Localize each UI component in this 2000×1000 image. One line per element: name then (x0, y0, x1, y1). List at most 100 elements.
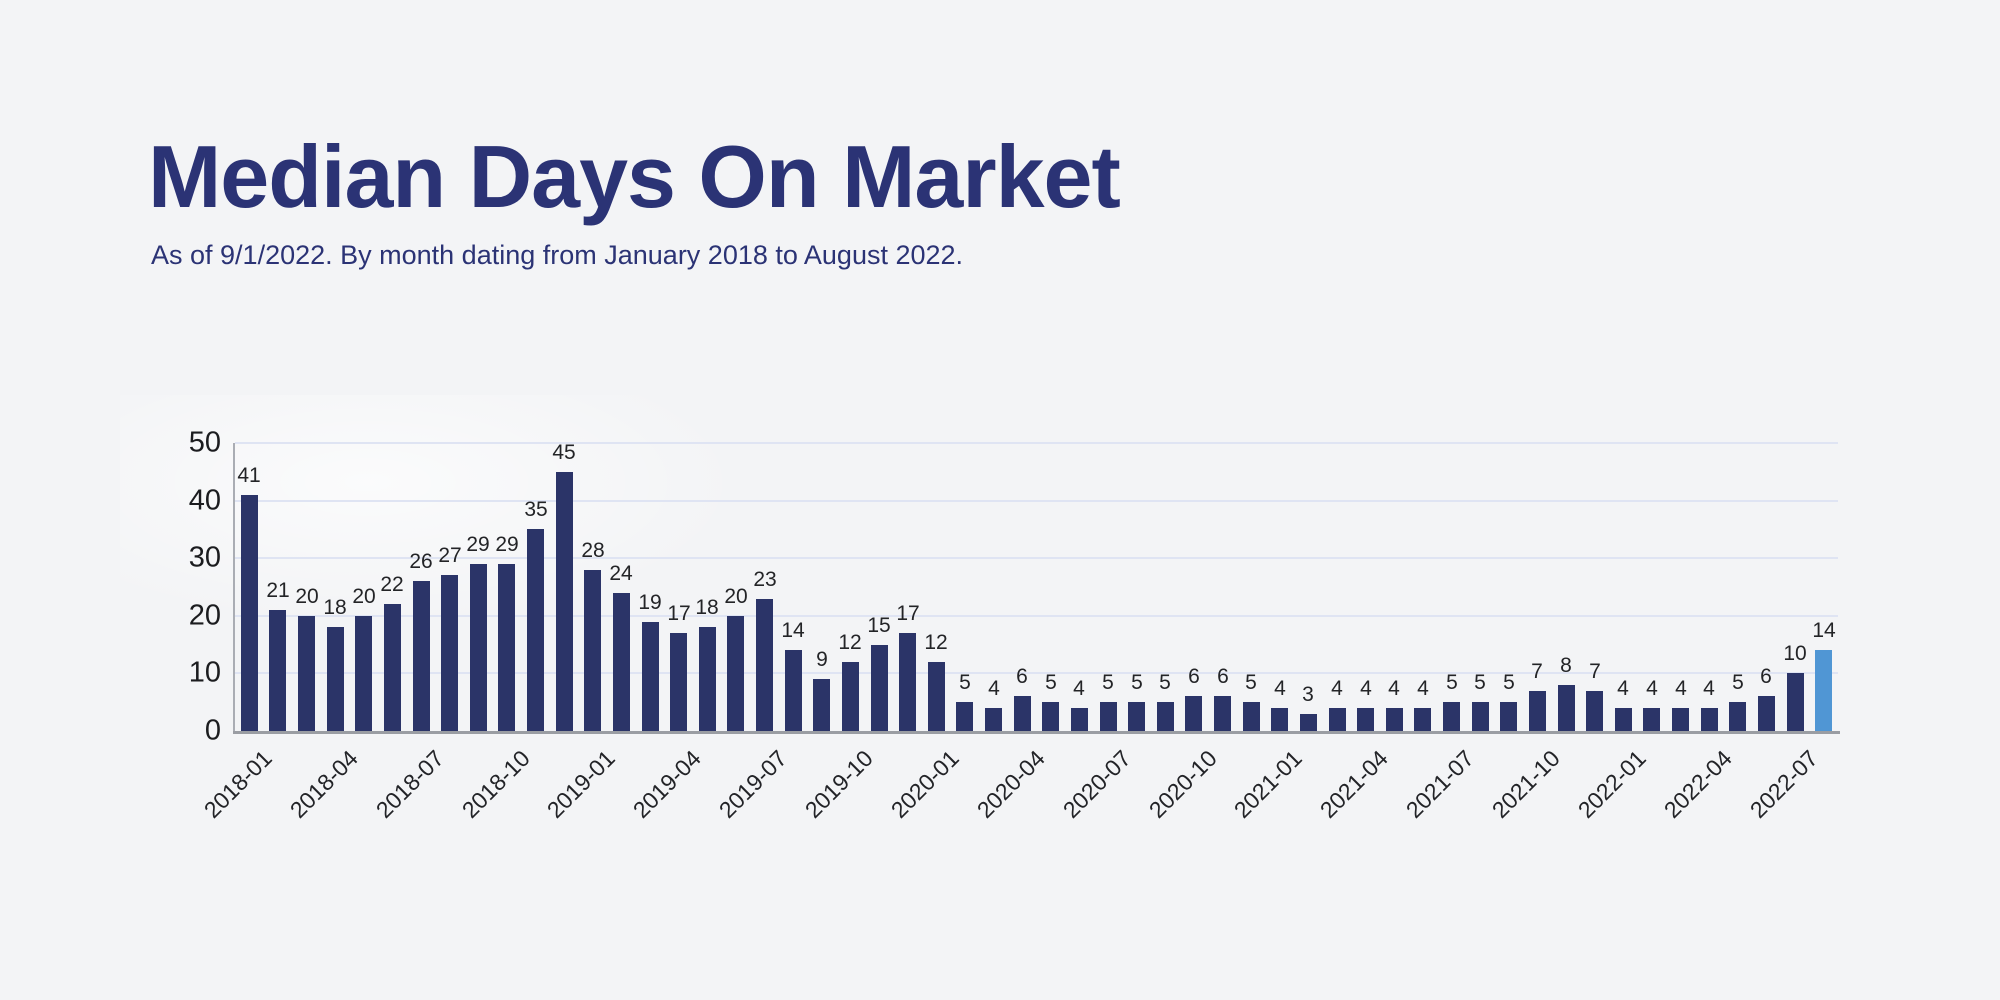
bar-2019-10 (842, 662, 859, 731)
bar-2019-06 (727, 616, 744, 731)
bar-2020-05 (1042, 702, 1059, 731)
bar-value-label-2020-03: 4 (988, 677, 1000, 700)
x-tick-label-2021-01: 2021-01 (1229, 745, 1308, 824)
bar-2019-07 (756, 599, 773, 731)
bar-value-label-2018-02: 21 (266, 579, 290, 602)
bar-value-label-2021-09: 5 (1503, 671, 1515, 694)
bar-2021-12 (1586, 691, 1603, 731)
bar-value-label-2019-07: 23 (753, 568, 777, 591)
bar-2020-10 (1185, 696, 1202, 731)
bar-2020-07 (1100, 702, 1117, 731)
x-tick-label-2020-04: 2020-04 (971, 745, 1050, 824)
bar-2019-09 (813, 679, 830, 731)
bar-2021-01 (1271, 708, 1288, 731)
x-tick-label-2018-01: 2018-01 (198, 745, 277, 824)
bar-2020-04 (1014, 696, 1031, 731)
bar-2020-09 (1157, 702, 1174, 731)
bar-value-label-2018-10: 29 (495, 533, 519, 556)
chart-subtitle: As of 9/1/2022. By month dating from Jan… (151, 240, 964, 270)
bar-value-label-2018-05: 20 (352, 585, 376, 608)
bar-2020-02 (956, 702, 973, 731)
bar-value-label-2019-11: 15 (867, 614, 891, 637)
bar-value-label-2018-11: 35 (524, 498, 548, 521)
bar-value-label-2020-05: 5 (1045, 671, 1057, 694)
bar-value-label-2021-03: 4 (1331, 677, 1343, 700)
bar-2019-04 (670, 633, 687, 731)
bar-value-label-2020-12: 5 (1245, 671, 1257, 694)
bar-value-label-2019-05: 18 (695, 596, 719, 619)
x-tick-label-2020-01: 2020-01 (885, 745, 964, 824)
bar-value-label-2021-11: 8 (1560, 654, 1572, 677)
bar-value-label-2022-03: 4 (1675, 677, 1687, 700)
bar-value-label-2021-04: 4 (1360, 677, 1372, 700)
bar-value-label-2022-07: 10 (1783, 642, 1807, 665)
bar-value-label-2021-07: 5 (1446, 671, 1458, 694)
bar-2018-06 (384, 604, 401, 731)
bar-value-label-2022-05: 5 (1732, 671, 1744, 694)
bar-value-label-2020-11: 6 (1217, 665, 1229, 688)
bar-value-label-2018-12: 45 (552, 441, 576, 464)
bar-value-label-2021-05: 4 (1388, 677, 1400, 700)
x-tick-label-2021-07: 2021-07 (1400, 745, 1479, 824)
bar-2021-04 (1357, 708, 1374, 731)
bar-2021-02 (1300, 714, 1317, 731)
bar-2019-02 (613, 593, 630, 731)
y-tick-label-50: 50 (188, 426, 221, 459)
bar-2019-05 (699, 627, 716, 731)
bar-value-label-2019-02: 24 (609, 562, 633, 585)
bar-value-label-2018-09: 29 (466, 533, 490, 556)
y-tick-label-30: 30 (188, 541, 221, 574)
bar-value-label-2018-01: 41 (237, 464, 261, 487)
x-tick-label-2020-10: 2020-10 (1143, 745, 1222, 824)
y-tick-label-10: 10 (188, 656, 221, 689)
x-tick-label-2018-04: 2018-04 (284, 745, 363, 824)
bar-2020-11 (1214, 696, 1231, 731)
bar-2018-03 (298, 616, 315, 731)
x-tick-label-2022-04: 2022-04 (1658, 745, 1737, 824)
gridline-30 (235, 557, 1838, 560)
bar-value-label-2022-08: 14 (1812, 619, 1836, 642)
y-tick-label-40: 40 (188, 484, 221, 517)
bar-2022-08 (1815, 650, 1832, 731)
bar-2021-11 (1558, 685, 1575, 731)
bar-2018-02 (269, 610, 286, 731)
x-tick-label-2022-07: 2022-07 (1744, 745, 1823, 824)
bar-2018-08 (441, 575, 458, 731)
bar-2022-04 (1701, 708, 1718, 731)
bar-value-label-2020-10: 6 (1188, 665, 1200, 688)
bar-value-label-2019-10: 12 (838, 631, 862, 654)
bar-2018-10 (498, 564, 515, 731)
bar-value-label-2019-03: 19 (638, 591, 662, 614)
x-tick-label-2018-10: 2018-10 (456, 745, 535, 824)
bar-value-label-2019-06: 20 (724, 585, 748, 608)
bar-value-label-2019-01: 28 (581, 539, 605, 562)
bar-2022-05 (1729, 702, 1746, 731)
bar-value-label-2020-02: 5 (959, 671, 971, 694)
y-axis-line (233, 443, 235, 731)
bar-2019-03 (642, 622, 659, 731)
bar-2019-11 (871, 645, 888, 731)
bar-value-label-2020-09: 5 (1159, 671, 1171, 694)
bar-2021-07 (1443, 702, 1460, 731)
x-tick-label-2020-07: 2020-07 (1057, 745, 1136, 824)
bar-value-label-2018-06: 22 (380, 573, 404, 596)
bar-2020-12 (1243, 702, 1260, 731)
bar-2021-10 (1529, 691, 1546, 731)
x-axis-line (233, 731, 1840, 734)
bar-value-label-2018-07: 26 (409, 550, 433, 573)
bar-2022-07 (1787, 673, 1804, 731)
bar-value-label-2021-01: 4 (1274, 677, 1286, 700)
bar-value-label-2019-12: 17 (896, 602, 920, 625)
bar-2018-12 (556, 472, 573, 731)
bar-value-label-2018-08: 27 (438, 544, 462, 567)
gridline-50 (235, 442, 1838, 444)
bar-value-label-2021-12: 7 (1589, 660, 1601, 683)
bar-2021-03 (1329, 708, 1346, 731)
bar-2019-01 (584, 570, 601, 731)
bar-value-label-2020-06: 4 (1073, 677, 1085, 700)
bar-value-label-2022-04: 4 (1703, 677, 1715, 700)
bar-value-label-2020-07: 5 (1102, 671, 1114, 694)
bar-value-label-2019-09: 9 (816, 648, 828, 671)
x-tick-label-2019-01: 2019-01 (542, 745, 621, 824)
x-tick-label-2021-04: 2021-04 (1314, 745, 1394, 824)
